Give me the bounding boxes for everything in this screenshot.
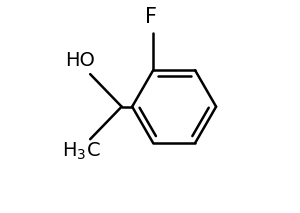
Text: H$_3$C: H$_3$C	[62, 141, 100, 163]
Text: F: F	[145, 7, 157, 27]
Text: HO: HO	[65, 51, 95, 70]
